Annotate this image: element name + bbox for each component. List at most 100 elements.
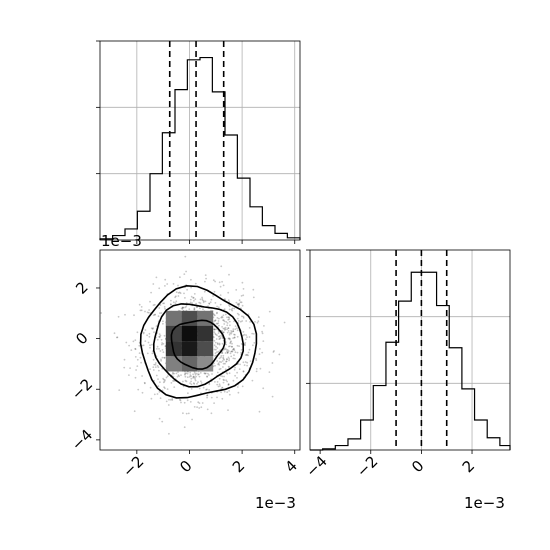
scatter-point xyxy=(243,344,246,346)
marginal-x-histogram-step xyxy=(99,56,301,240)
scatter-point xyxy=(240,349,243,351)
scatter-point xyxy=(140,309,143,312)
scatter-point xyxy=(183,273,186,275)
scatter-point xyxy=(216,371,219,374)
scatter-point xyxy=(236,303,239,305)
scatter-point xyxy=(113,332,116,335)
marginal-y-x-offset-label: 1e−3 xyxy=(464,494,505,512)
scatter-point xyxy=(152,358,155,361)
scatter-point xyxy=(222,319,224,321)
scatter-point xyxy=(159,350,162,352)
scatter-point xyxy=(130,349,133,351)
scatter-point xyxy=(229,345,231,348)
scatter-point xyxy=(199,307,201,310)
scatter-point xyxy=(223,331,225,334)
scatter-point xyxy=(144,382,146,385)
scatter-point xyxy=(225,360,228,363)
scatter-point xyxy=(226,372,229,375)
scatter-point xyxy=(231,350,233,353)
scatter-point xyxy=(134,347,137,350)
scatter-point xyxy=(144,329,147,331)
scatter-point xyxy=(217,363,220,366)
scatter-point xyxy=(252,296,255,299)
scatter-point xyxy=(233,336,236,339)
scatter-point xyxy=(204,280,206,283)
scatter-point xyxy=(229,324,231,327)
scatter-point xyxy=(183,401,186,404)
scatter-point xyxy=(229,352,232,355)
scatter-point xyxy=(216,343,219,346)
scatter-point xyxy=(165,400,168,403)
scatter-point xyxy=(214,355,216,357)
scatter-point xyxy=(241,281,244,284)
scatter-point xyxy=(182,306,185,309)
scatter-point xyxy=(184,375,187,378)
scatter-point xyxy=(128,344,131,347)
scatter-point xyxy=(185,380,188,383)
density-cell xyxy=(197,325,214,342)
scatter-point xyxy=(257,320,260,323)
scatter-point xyxy=(244,342,247,344)
scatter-point xyxy=(154,313,156,316)
scatter-point xyxy=(152,283,155,285)
scatter-point xyxy=(200,406,203,409)
scatter-point xyxy=(142,344,145,347)
scatter-point xyxy=(186,288,189,291)
scatter-point xyxy=(193,309,196,311)
scatter-point xyxy=(231,307,234,310)
scatter-point xyxy=(232,379,235,382)
scatter-point xyxy=(159,304,162,306)
scatter-point xyxy=(229,342,232,345)
scatter-point xyxy=(156,393,159,395)
scatter-point xyxy=(232,330,235,333)
scatter-point xyxy=(247,354,250,357)
scatter-point xyxy=(219,337,221,340)
scatter-point xyxy=(166,283,169,285)
scatter-point xyxy=(246,361,249,364)
scatter-point xyxy=(227,356,230,359)
scatter-point xyxy=(218,377,221,380)
scatter-point xyxy=(206,408,209,411)
scatter-point xyxy=(172,301,175,304)
scatter-point xyxy=(182,380,184,383)
scatter-point xyxy=(123,366,126,369)
scatter-point xyxy=(142,331,145,334)
scatter-point xyxy=(208,389,211,391)
scatter-point xyxy=(193,376,196,379)
scatter-point xyxy=(167,404,170,406)
joint-y-tick-label: −2 xyxy=(68,375,96,403)
scatter-point xyxy=(228,359,231,362)
scatter-point xyxy=(234,357,236,360)
scatter-point xyxy=(238,303,241,306)
joint-tickmarks xyxy=(96,287,296,454)
scatter-point xyxy=(222,381,225,384)
scatter-point xyxy=(180,401,182,404)
scatter-point xyxy=(230,331,233,333)
density-cell xyxy=(197,310,214,326)
marginal-y-histogram-step xyxy=(310,271,511,451)
scatter-point xyxy=(234,366,237,369)
marginal-y-gridlines xyxy=(310,250,510,450)
scatter-point xyxy=(227,383,230,386)
scatter-point xyxy=(163,378,165,381)
scatter-point xyxy=(116,336,118,339)
scatter-point xyxy=(171,398,174,400)
scatter-point xyxy=(194,378,197,380)
scatter-point xyxy=(220,265,223,268)
scatter-point xyxy=(157,378,159,380)
scatter-point xyxy=(198,373,200,376)
scatter-point xyxy=(185,372,188,375)
scatter-point xyxy=(192,373,195,376)
scatter-point xyxy=(132,340,135,343)
scatter-point xyxy=(213,328,216,330)
scatter-point xyxy=(234,328,237,330)
scatter-point xyxy=(222,319,225,322)
marginal-x-plot-area xyxy=(100,41,300,240)
scatter-point xyxy=(227,384,230,386)
scatter-point xyxy=(172,283,175,285)
scatter-point xyxy=(255,370,258,373)
scatter-point xyxy=(149,346,151,349)
scatter-point xyxy=(221,387,224,389)
scatter-point xyxy=(177,295,180,297)
